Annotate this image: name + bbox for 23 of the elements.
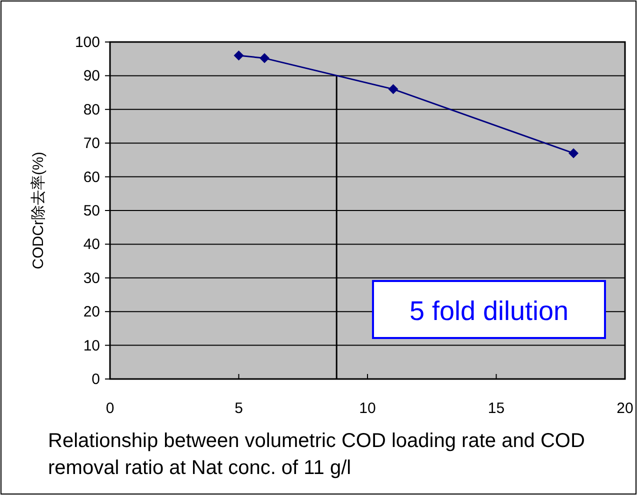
point: [260, 53, 270, 64]
y-tick-label: 30: [83, 270, 100, 287]
x-tick-label: 20: [616, 400, 634, 417]
y-axis-title: CODCr除去率(%): [30, 152, 47, 270]
y-tick-label: 60: [83, 168, 100, 186]
y-tick-label: 100: [74, 34, 100, 51]
x-tick-label: 0: [106, 400, 114, 417]
point: [388, 84, 398, 94]
y-tick-label: 80: [83, 101, 100, 118]
y-tick-label: 0: [92, 371, 100, 388]
point: [568, 148, 578, 158]
x-tick-label: 5: [234, 400, 243, 417]
annotation: 5 fold dilution: [409, 296, 569, 326]
y-tick-label: 70: [83, 135, 100, 152]
point: [234, 50, 244, 60]
y-tick-label: 10: [83, 337, 100, 354]
y-tick-label: 40: [83, 236, 100, 254]
y-tick-label: 50: [83, 202, 100, 220]
y-tick-label: 20: [83, 304, 100, 321]
x-tick-label: 15: [488, 400, 505, 417]
x-axis-title: Relationship between volumetric COD loading rate and COD removal ratio at Nat conc. of 11 g/l: [48, 429, 586, 481]
x-tick-label: 10: [359, 400, 376, 417]
y-tick-label: 90: [83, 68, 100, 85]
